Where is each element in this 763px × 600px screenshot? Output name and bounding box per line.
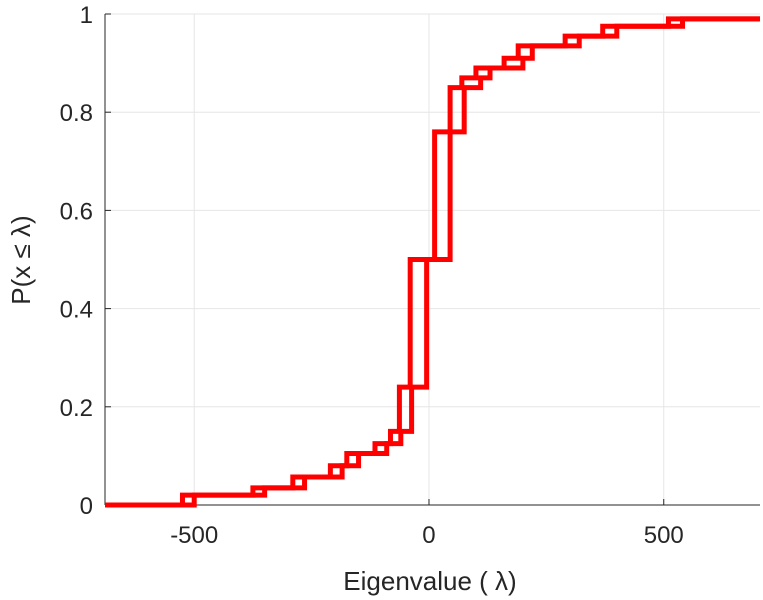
- y-tick-label: 0.4: [60, 297, 93, 324]
- y-tick-label: 0.6: [60, 198, 93, 225]
- tick-labels-layer: 0 0.2 0.4 0.6 0.8 1 -500 0 500: [60, 2, 684, 549]
- x-tick-label: 0: [422, 522, 435, 549]
- y-tick-label: 1: [80, 2, 93, 29]
- x-tick-label: -500: [170, 522, 218, 549]
- y-tick-label: 0.2: [60, 395, 93, 422]
- x-axis-label: Eigenvalue ( λ): [343, 566, 516, 596]
- grid-layer: [105, 13, 760, 506]
- lower-cdf-step-line: [105, 16, 760, 508]
- y-tick-label: 0: [80, 493, 93, 520]
- y-axis-label: P(x ≤ λ): [6, 215, 36, 304]
- x-tick-label: 500: [644, 522, 684, 549]
- series-layer: [105, 16, 760, 508]
- y-tick-label: 0.8: [60, 100, 93, 127]
